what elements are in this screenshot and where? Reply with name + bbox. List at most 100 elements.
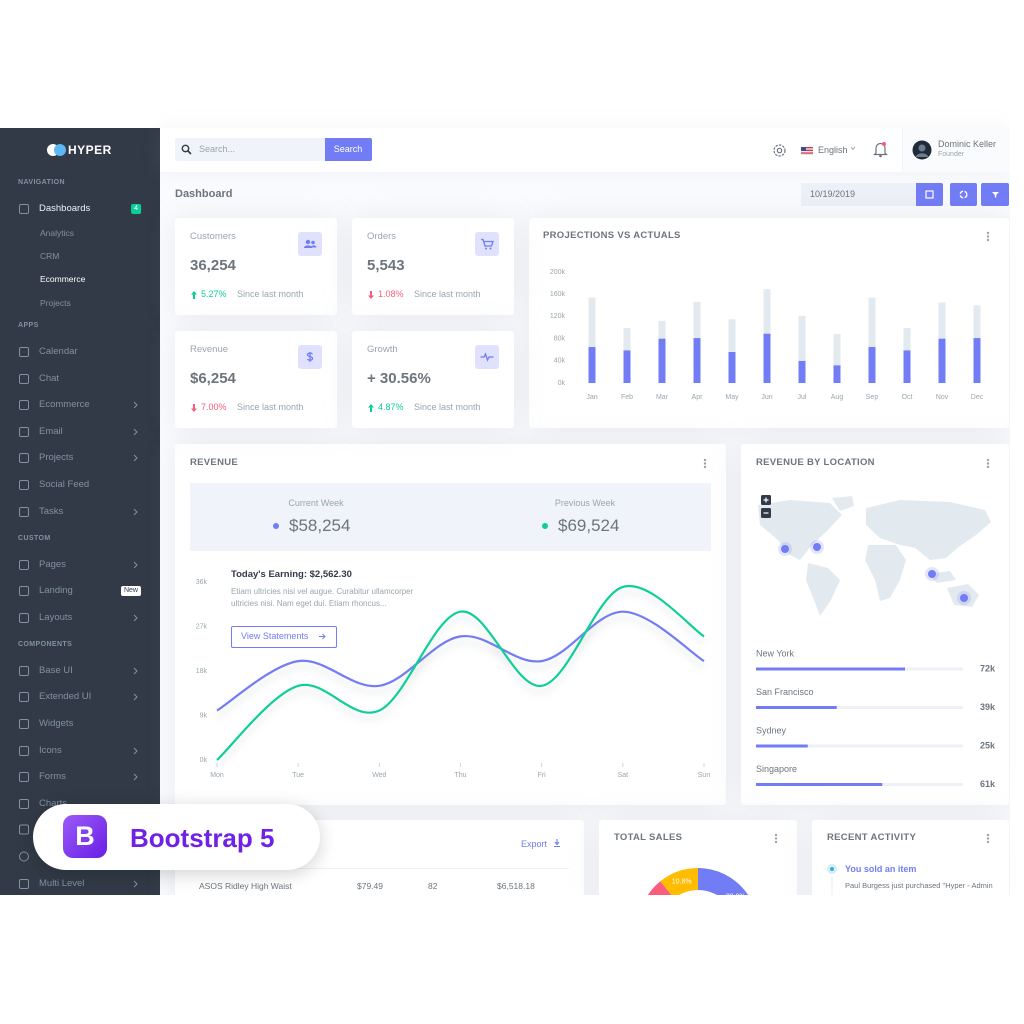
export-link[interactable]: Export: [521, 839, 548, 849]
stat-icon: [475, 232, 499, 256]
sidebar-item[interactable]: Widgets: [39, 718, 74, 729]
language-caret: [850, 146, 856, 151]
sidebar-item[interactable]: Dashboards: [39, 203, 91, 214]
earning-text: Etiam ultricies nisi vel augue. Curabitu…: [231, 587, 414, 608]
sidebar-subitem[interactable]: Projects: [40, 297, 71, 308]
stat-note: Since last month: [237, 402, 304, 412]
table-cell: ASOS Ridley High Waist: [199, 881, 292, 891]
sidebar-icon: [19, 692, 29, 703]
sidebar-item[interactable]: Layouts: [39, 611, 73, 623]
sidebar-icon: [19, 347, 29, 357]
date-input[interactable]: [801, 183, 916, 206]
sidebar-item[interactable]: Pages: [39, 558, 66, 570]
card-title: TOTAL SALES: [614, 832, 683, 843]
sidebar-item[interactable]: Social Feed: [39, 479, 90, 490]
sidebar-icon: [19, 453, 29, 464]
projections-card: [529, 218, 1009, 428]
toolbar-icons: [925, 190, 999, 199]
sidebar-icon: [19, 586, 29, 597]
search-input[interactable]: [175, 138, 325, 161]
sidebar-icon: [19, 745, 29, 756]
sidebar-subitem[interactable]: Analytics: [40, 228, 75, 238]
search-button[interactable]: [325, 138, 372, 161]
stat-card: [175, 218, 337, 315]
sidebar-icon: [19, 480, 29, 490]
stat-value: + 30.56%: [367, 370, 431, 387]
sidebar-item[interactable]: Ecommerce: [39, 399, 90, 411]
series-dot: [542, 523, 548, 529]
sidebar-item[interactable]: Multi Level: [39, 877, 85, 889]
trend-arrow: [368, 291, 374, 299]
stat-note: Since last month: [414, 402, 481, 412]
card-title: REVENUE: [190, 457, 239, 468]
series-total: $69,524: [558, 516, 620, 535]
sidebar: [0, 128, 160, 895]
user-name: Dominic Keller: [938, 139, 997, 149]
sidebar-item[interactable]: Forms: [39, 771, 66, 783]
sidebar-subitem[interactable]: Ecommerce: [40, 274, 86, 285]
table-cell: $6,518.18: [497, 881, 535, 891]
card-title: REVENUE BY LOCATION: [756, 457, 875, 468]
date: 10/19/2019: [810, 189, 856, 199]
sidebar-icon: [19, 426, 29, 437]
table-cell: 82: [428, 881, 438, 891]
language[interactable]: English: [818, 145, 848, 155]
sidebar-icon: [19, 772, 29, 783]
stat-value: 36,254: [190, 257, 236, 274]
stat-change: 4.87%: [378, 402, 404, 412]
settings-icon[interactable]: [772, 143, 787, 158]
trend-arrow: [191, 291, 197, 299]
sidebar-item[interactable]: Tasks: [39, 505, 64, 517]
stat-value: $6,254: [190, 370, 236, 387]
sidebar-subitem[interactable]: CRM: [40, 251, 60, 262]
chevron: [133, 880, 138, 887]
chevron: [133, 667, 138, 675]
avatar: [912, 140, 932, 160]
sidebar-icon: [19, 612, 29, 623]
refresh-button[interactable]: [950, 183, 977, 206]
stat-icon: [475, 345, 499, 369]
table-divider: [190, 868, 569, 869]
stat-label: Orders: [367, 231, 397, 242]
series-name: Previous Week: [554, 498, 616, 508]
stat-label: Growth: [367, 344, 398, 355]
sidebar-badge: 4: [131, 204, 141, 214]
sidebar-item[interactable]: Charts: [39, 797, 67, 809]
sidebar-item[interactable]: Landing: [39, 585, 73, 597]
sidebar-section-title: NAVIGATION: [18, 179, 65, 186]
brand: HYPER: [68, 143, 112, 157]
series-name: Current Week: [288, 498, 344, 508]
chevron: [133, 428, 138, 436]
sidebar-item[interactable]: Base UI: [39, 664, 73, 676]
sidebar-icon: [19, 204, 29, 214]
sidebar-icon: [19, 559, 29, 570]
sidebar-icon: [19, 719, 29, 729]
brand-logo: [47, 144, 66, 156]
bootstrap-text: Bootstrap 5: [130, 823, 275, 853]
search-button-label: Search: [333, 144, 363, 154]
chevron: [133, 455, 138, 462]
card-title: PROJECTIONS VS ACTUALS: [543, 230, 681, 241]
bell-icon[interactable]: [873, 141, 888, 158]
card-title: RECENT ACTIVITY: [827, 832, 917, 843]
stat-card: [352, 218, 514, 315]
sidebar-item[interactable]: Projects: [39, 452, 74, 464]
activity-card: [812, 820, 1009, 895]
earning-title: Today's Earning: $2,562.30: [231, 569, 352, 580]
arrow-icon: [319, 633, 326, 640]
sidebar-item[interactable]: Icons: [39, 744, 62, 756]
table-cell: $79.49: [357, 881, 383, 891]
week-summary: [190, 483, 711, 551]
calendar-button[interactable]: [916, 183, 943, 206]
page-title: Dashboard: [175, 188, 233, 200]
activity-text: Paul Burgess just purchased "Hyper - Adm…: [845, 881, 993, 890]
sidebar-section-title: APPS: [18, 322, 39, 329]
sidebar-icon: [19, 665, 29, 676]
sidebar-item[interactable]: Chat: [39, 372, 60, 384]
sidebar-item[interactable]: Email: [39, 425, 63, 437]
sidebar-section-title: COMPONENTS: [18, 640, 73, 648]
trend-arrow: [191, 404, 197, 412]
sidebar-item[interactable]: Extended UI: [39, 691, 92, 703]
sidebar-item[interactable]: Calendar: [39, 346, 78, 357]
sidebar-section-title: CUSTOM: [18, 534, 51, 542]
